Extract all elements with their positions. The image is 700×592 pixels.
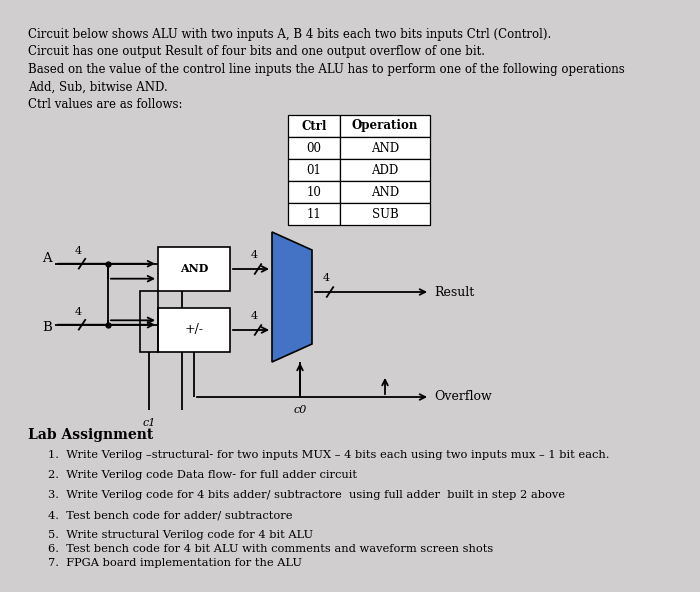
Text: 7.  FPGA board implementation for the ALU: 7. FPGA board implementation for the ALU: [48, 558, 302, 568]
Bar: [340, 203, 430, 225]
Text: Circuit below shows ALU with two inputs A, B 4 bits each two bits inputs Ctrl (C: Circuit below shows ALU with two inputs …: [28, 28, 552, 41]
Bar: [288, 159, 340, 181]
Text: Operation: Operation: [352, 120, 418, 133]
Bar: [340, 159, 430, 181]
Text: c1: c1: [142, 418, 155, 428]
Bar: [288, 203, 340, 225]
Bar: [288, 115, 340, 137]
Text: 01: 01: [307, 163, 321, 176]
Text: 3.  Write Verilog code for 4 bits adder/ subtractore  using full adder  built in: 3. Write Verilog code for 4 bits adder/ …: [48, 490, 565, 500]
Bar: [158, 308, 230, 352]
Text: 4: 4: [74, 246, 82, 256]
Text: ADD: ADD: [372, 163, 398, 176]
Bar: [288, 181, 340, 203]
Text: AND: AND: [371, 141, 399, 155]
Text: 6.  Test bench code for 4 bit ALU with comments and waveform screen shots: 6. Test bench code for 4 bit ALU with co…: [48, 544, 493, 554]
Bar: [140, 291, 158, 352]
Text: 5.  Write structural Verilog code for 4 bit ALU: 5. Write structural Verilog code for 4 b…: [48, 530, 313, 540]
Text: Overflow: Overflow: [434, 391, 491, 404]
Bar: [340, 115, 430, 137]
Text: A: A: [42, 252, 52, 265]
Text: Circuit has one output Result of four bits and one output overflow of one bit.: Circuit has one output Result of four bi…: [28, 46, 485, 59]
Bar: [158, 247, 230, 291]
Text: Lab Assignment: Lab Assignment: [28, 428, 153, 442]
Bar: [340, 137, 430, 159]
Text: Result: Result: [434, 285, 475, 298]
Text: 11: 11: [307, 208, 321, 220]
Polygon shape: [272, 232, 312, 362]
Text: Ctrl values are as follows:: Ctrl values are as follows:: [28, 98, 183, 111]
Text: 4: 4: [251, 250, 258, 260]
Bar: [340, 181, 430, 203]
Text: Add, Sub, bitwise AND.: Add, Sub, bitwise AND.: [28, 81, 168, 94]
Text: Ctrl: Ctrl: [301, 120, 327, 133]
Text: SUB: SUB: [372, 208, 398, 220]
Text: 10: 10: [307, 185, 321, 198]
Text: 2.  Write Verilog code Data flow- for full adder circuit: 2. Write Verilog code Data flow- for ful…: [48, 470, 357, 480]
Text: 4.  Test bench code for adder/ subtractore: 4. Test bench code for adder/ subtractor…: [48, 510, 293, 520]
Text: 1.  Write Verilog –structural- for two inputs MUX – 4 bits each using two inputs: 1. Write Verilog –structural- for two in…: [48, 450, 610, 460]
Text: Based on the value of the control line inputs the ALU has to perform one of the : Based on the value of the control line i…: [28, 63, 624, 76]
Text: B: B: [42, 321, 52, 334]
Text: AND: AND: [180, 263, 208, 275]
Text: AND: AND: [371, 185, 399, 198]
Text: 4: 4: [323, 273, 330, 283]
Text: c0: c0: [293, 405, 307, 415]
Text: 4: 4: [251, 311, 258, 321]
Bar: [288, 137, 340, 159]
Text: +/-: +/-: [185, 323, 204, 336]
Text: 4: 4: [74, 307, 82, 317]
Text: 00: 00: [307, 141, 321, 155]
